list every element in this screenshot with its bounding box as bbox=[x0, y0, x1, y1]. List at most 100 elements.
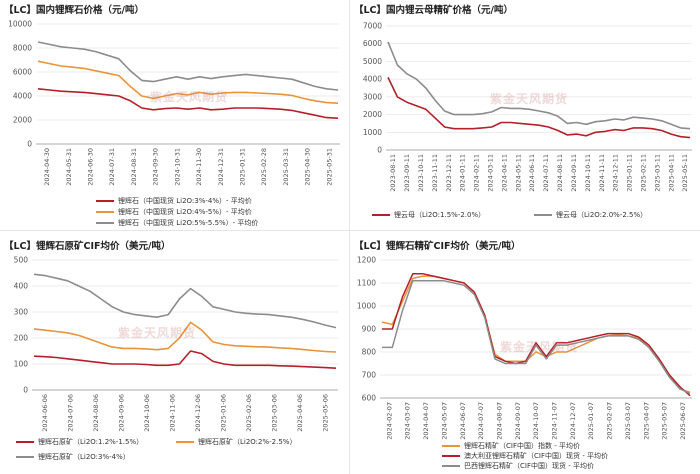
legend-entry: 锂辉石（中国现货 Li2O:5%-5.5%）- 平均价 bbox=[96, 218, 258, 228]
legend-entry: 锂辉石原矿（Li2O:3%-4%） bbox=[16, 452, 130, 462]
x-tick-label: 2025-02-07 bbox=[606, 402, 614, 440]
y-tick-label: 10000 bbox=[8, 20, 32, 29]
y-tick-label: 6000 bbox=[363, 39, 382, 48]
x-tick-label: 2025-01-11 bbox=[626, 154, 634, 192]
x-tick-label: 2025-03-07 bbox=[624, 402, 632, 440]
x-tick-label: 2024-01-11 bbox=[459, 154, 467, 192]
y-tick-label: 7000 bbox=[363, 22, 382, 31]
x-tick-label: 2024-06-30 bbox=[86, 148, 94, 186]
legend-swatch bbox=[372, 213, 390, 217]
x-tick-label: 2024-05-31 bbox=[65, 148, 73, 186]
legend-entry: 锂辉石（中国现货 Li2O:3%-4%）- 平均价 bbox=[96, 196, 252, 206]
legend-swatch bbox=[16, 455, 34, 459]
legend-swatch bbox=[442, 444, 460, 448]
y-tick-label: 6000 bbox=[13, 68, 32, 77]
x-tick-label: 2024-08-07 bbox=[495, 402, 503, 440]
x-tick-label: 2025-03-06 bbox=[270, 394, 278, 432]
x-tick-label: 2024-09-07 bbox=[514, 402, 522, 440]
chart-panel-2: 【LC】国内锂云母精矿价格（元/吨） 0 1000 2000 3000 4000 5000… bbox=[350, 0, 700, 230]
x-tick-label: 2024-07-06 bbox=[66, 394, 74, 432]
y-tick-label: 800 bbox=[362, 348, 377, 357]
x-tick-label: 2025-01-06 bbox=[219, 394, 227, 432]
x-tick-label: 2024-03-11 bbox=[487, 154, 495, 192]
x-tick-label: 2024-09-30 bbox=[152, 148, 160, 186]
legend-swatch bbox=[96, 210, 114, 214]
x-tick-label: 2025-02-11 bbox=[640, 154, 648, 192]
x-tick-label: 2023-10-11 bbox=[417, 154, 425, 192]
chart-panel-1: 【LC】国内锂辉石价格（元/吨） 0 2000 4000 6000 8000 10000 2… bbox=[0, 0, 349, 230]
legend-label: 锂云母（Li2O:2.0%-2.5%） bbox=[556, 211, 648, 219]
x-tick-label: 2025-06-07 bbox=[679, 402, 687, 440]
legend-label: 锂辉石原矿（Li2O:3%-4%） bbox=[38, 453, 130, 461]
x-tick-label: 2024-10-11 bbox=[584, 154, 592, 192]
legend-entry: 锂辉石原矿（Li2O:1.2%-1.5%） bbox=[16, 437, 143, 447]
x-tick-label: 2024-11-07 bbox=[551, 402, 559, 440]
series-line bbox=[33, 350, 337, 369]
x-tick-label: 2024-04-11 bbox=[500, 154, 508, 192]
legend-label: 锂辉石（中国现货 Li2O:3%-4%）- 平均价 bbox=[118, 197, 252, 205]
legend-label: 锂辉石原矿（Li2O:1.2%-1.5%） bbox=[38, 438, 144, 446]
y-tick-label: 0 bbox=[377, 146, 382, 155]
watermark: 紫金天风期货 bbox=[150, 90, 229, 104]
x-tick-label: 2025-01-07 bbox=[587, 402, 595, 440]
x-tick-label: 2024-03-07 bbox=[404, 402, 412, 440]
series-line bbox=[387, 77, 691, 139]
legend-entry: 锂云母（Li2O:1.5%-2.0%） bbox=[372, 210, 485, 220]
x-tick-label: 2025-03-31 bbox=[282, 148, 290, 186]
y-tick-label: 1100 bbox=[357, 279, 376, 288]
x-tick-label: 2024-12-31 bbox=[217, 148, 225, 186]
chart-title: 【LC】锂辉石精矿CIF均价（美元/吨） bbox=[354, 241, 521, 252]
x-tick-label: 2025-02-06 bbox=[245, 394, 253, 432]
legend-entry: 锂辉石（中国现货 Li2O:4%-5%）- 平均价 bbox=[96, 207, 252, 217]
legend-swatch bbox=[442, 454, 460, 458]
x-tick-label: 2025-05-06 bbox=[321, 394, 329, 432]
x-tick-label: 2024-07-31 bbox=[108, 148, 116, 186]
chart-svg: 600 700 800 900 1000 1100 1200 2024-02-07 2024-0… bbox=[357, 256, 692, 440]
legend-entry: 巴西锂辉石精矿（CIF中国）现货 - 平均价 bbox=[442, 461, 594, 471]
legend-label: 锂辉石精矿（CIF中国）指数 - 平均价 bbox=[464, 442, 580, 450]
x-tick-label: 2024-07-07 bbox=[477, 402, 485, 440]
x-tick-label: 2025-03-11 bbox=[653, 154, 661, 192]
watermark: 紫金天风期货 bbox=[490, 92, 569, 106]
x-tick-label: 2024-04-30 bbox=[43, 148, 51, 186]
chart-panel-3: 【LC】锂辉石原矿CIF均价（美元/吨） 0 100 200 300 400 500 202… bbox=[0, 236, 349, 474]
watermark: 紫金天风期货 bbox=[118, 326, 197, 340]
chart-title: 【LC】国内锂云母精矿价格（元/吨） bbox=[354, 5, 513, 16]
x-tick-label: 2024-02-11 bbox=[473, 154, 481, 192]
x-tick-label: 2024-04-07 bbox=[422, 402, 430, 440]
legend-entry: 澳大利亚锂辉石精矿（CIF中国）现货 - 平均价 bbox=[442, 451, 608, 461]
chart-svg: 0 2000 4000 6000 8000 10000 2024-04-30 2024-05-… bbox=[8, 20, 340, 186]
panel-divider-vertical bbox=[349, 0, 350, 474]
y-tick-label: 300 bbox=[14, 308, 29, 317]
legend-label: 锂云母（Li2O:1.5%-2.0%） bbox=[394, 211, 486, 219]
y-tick-label: 500 bbox=[14, 256, 29, 265]
y-tick-label: 400 bbox=[14, 282, 29, 291]
x-tick-label: 2024-06-11 bbox=[528, 154, 536, 192]
x-tick-label: 2025-04-30 bbox=[304, 148, 312, 186]
chart-panel-4: 【LC】锂辉石精矿CIF均价（美元/吨） 600 700 800 900 1000 110… bbox=[350, 236, 700, 474]
x-tick-label: 2024-08-31 bbox=[130, 148, 138, 186]
legend-swatch bbox=[16, 440, 34, 444]
legend-label: 巴西锂辉石精矿（CIF中国）现货 - 平均价 bbox=[464, 462, 594, 470]
x-tick-label: 2024-11-11 bbox=[598, 154, 606, 192]
y-tick-label: 1000 bbox=[363, 128, 382, 137]
x-tick-label: 2023-09-11 bbox=[403, 154, 411, 192]
x-tick-label: 2024-05-11 bbox=[514, 154, 522, 192]
x-tick-label: 2025-04-11 bbox=[667, 154, 675, 192]
chart-svg: 0 1000 2000 3000 4000 5000 6000 7000 2023-08-11 2… bbox=[363, 22, 692, 192]
y-tick-label: 100 bbox=[14, 360, 29, 369]
series-line bbox=[33, 273, 337, 329]
legend-entry: 锂云母（Li2O:2.0%-2.5%） bbox=[534, 210, 647, 220]
series-line bbox=[37, 60, 339, 104]
panel-divider-horizontal bbox=[0, 230, 700, 231]
x-tick-label: 2025-02-28 bbox=[260, 148, 268, 186]
legend-swatch bbox=[96, 221, 114, 225]
chart-svg: 0 100 200 300 400 500 2024-06-06 2024-07-06 2024… bbox=[14, 256, 338, 432]
y-tick-label: 5000 bbox=[363, 57, 382, 66]
y-tick-label: 2000 bbox=[13, 116, 32, 125]
x-tick-label: 2024-07-11 bbox=[542, 154, 550, 192]
x-tick-label: 2024-08-11 bbox=[556, 154, 564, 192]
x-tick-label: 2025-04-06 bbox=[296, 394, 304, 432]
x-tick-label: 2024-12-06 bbox=[194, 394, 202, 432]
legend-swatch bbox=[96, 199, 114, 203]
